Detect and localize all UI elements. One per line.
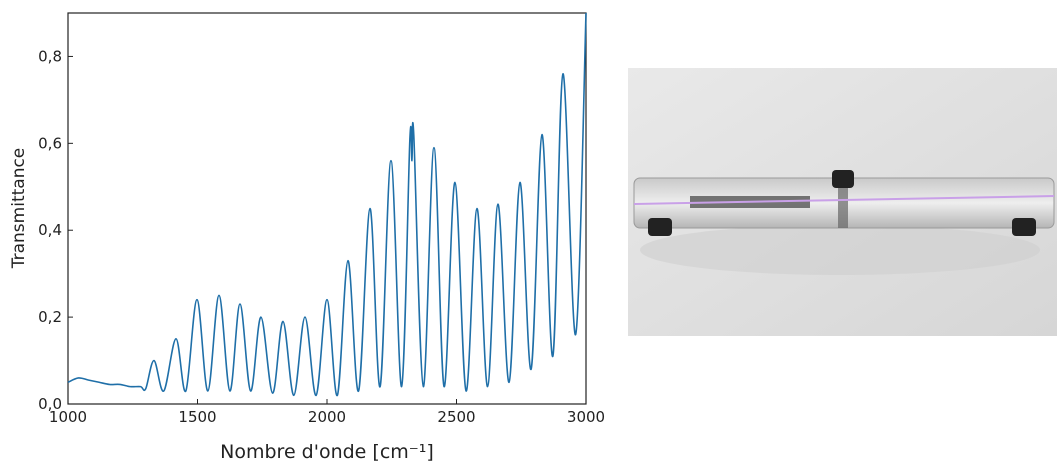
x-tick-label: 2000 <box>308 408 346 426</box>
y-tick-label: 0,6 <box>38 134 62 152</box>
plot-frame <box>67 12 587 405</box>
y-tick-label: 0,2 <box>38 308 62 326</box>
x-tick-label: 3000 <box>567 408 605 426</box>
y-tick-label: 0,0 <box>38 395 62 413</box>
photo <box>628 68 1057 336</box>
x-axis-label: Nombre d'onde [cm⁻¹] <box>220 441 434 463</box>
y-tick-label: 0,4 <box>38 221 62 239</box>
y-axis-label: Transmittance <box>9 148 29 270</box>
x-tick-label: 1500 <box>178 408 216 426</box>
x-tick-label: 2500 <box>437 408 475 426</box>
y-tick-label: 0,8 <box>38 47 62 65</box>
spectrum-line <box>67 12 587 397</box>
x-tick-label: 1000 <box>49 408 87 426</box>
